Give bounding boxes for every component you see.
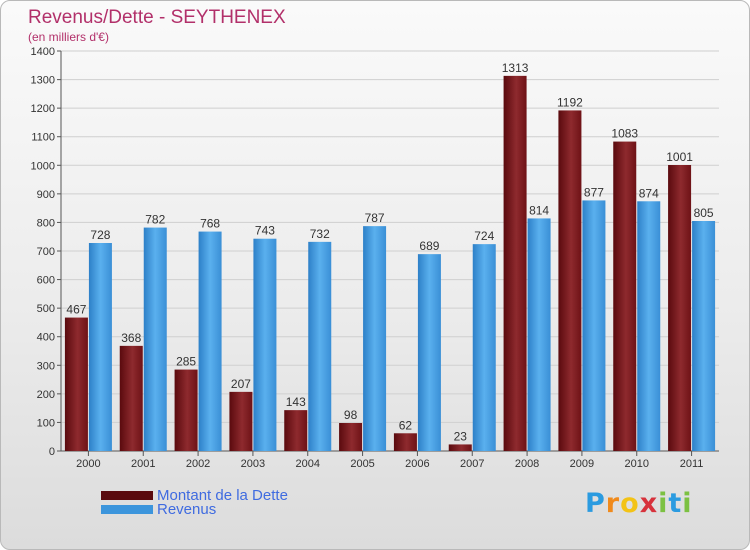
y-tick-label: 400 xyxy=(37,332,55,344)
x-tick-label: 2004 xyxy=(296,458,320,470)
bar-revenue xyxy=(472,244,496,451)
x-tick-label: 2006 xyxy=(405,458,429,470)
data-label: 743 xyxy=(255,224,275,238)
data-label: 23 xyxy=(454,429,468,443)
bar-debt xyxy=(284,410,308,451)
bar-revenue xyxy=(198,231,222,451)
bar-revenue xyxy=(582,200,606,451)
bar-revenue xyxy=(253,238,277,451)
x-tick-label: 2001 xyxy=(131,458,155,470)
x-tick-label: 2003 xyxy=(241,458,265,470)
bar-revenue xyxy=(143,227,167,451)
data-label: 62 xyxy=(399,418,413,432)
data-label: 1083 xyxy=(611,127,638,141)
bar-revenue xyxy=(692,221,716,451)
bar-debt xyxy=(229,391,253,451)
data-label: 782 xyxy=(145,213,165,227)
y-tick-label: 700 xyxy=(37,246,55,258)
x-tick-label: 2000 xyxy=(76,458,100,470)
y-tick-label: 1400 xyxy=(31,46,55,58)
y-tick-label: 0 xyxy=(49,446,55,458)
legend-swatch-debt xyxy=(101,491,153,500)
y-tick-label: 1300 xyxy=(31,75,55,87)
proxiti-logo: Proxiti xyxy=(585,488,693,519)
data-label: 1001 xyxy=(666,150,693,164)
x-tick-label: 2002 xyxy=(186,458,210,470)
bar-debt xyxy=(558,110,582,451)
y-tick-label: 800 xyxy=(37,217,55,229)
data-label: 787 xyxy=(365,211,385,225)
y-tick-label: 500 xyxy=(37,303,55,315)
grid-lines xyxy=(61,50,719,423)
bar-debt xyxy=(503,75,527,451)
x-tick-label: 2011 xyxy=(680,458,704,470)
data-label: 368 xyxy=(121,331,141,345)
data-label: 728 xyxy=(90,228,110,242)
x-tick-label: 2009 xyxy=(570,458,594,470)
bar-debt xyxy=(668,165,692,451)
bar-revenue xyxy=(637,201,661,451)
data-label: 768 xyxy=(200,217,220,231)
axes: 0 100 200 300 400 500 600 700 800 900 1000 1100 1200… xyxy=(31,46,719,470)
data-label: 1313 xyxy=(502,61,529,75)
y-tick-label: 900 xyxy=(37,189,55,201)
legend-swatch-revenue xyxy=(101,505,153,514)
x-tick-label: 2005 xyxy=(350,458,374,470)
bar-revenue xyxy=(88,243,112,451)
bar-debt xyxy=(393,433,417,451)
data-labels: 467 728 368 782 285 768 207 743 143 732 98 787 62 689… xyxy=(66,61,714,444)
x-tick-label: 2010 xyxy=(625,458,649,470)
bar-revenue xyxy=(363,226,387,451)
x-tick-label: 2007 xyxy=(460,458,484,470)
bar-debt xyxy=(339,423,363,451)
data-label: 207 xyxy=(231,377,251,391)
data-label: 143 xyxy=(286,395,306,409)
data-label: 98 xyxy=(344,408,358,422)
bar-revenue xyxy=(527,218,551,451)
data-label: 467 xyxy=(66,303,86,317)
y-tick-label: 1000 xyxy=(31,160,55,172)
bar-debt xyxy=(448,444,472,451)
data-label: 285 xyxy=(176,355,196,369)
data-label: 732 xyxy=(310,227,330,241)
bar-debt xyxy=(174,369,198,451)
data-label: 1192 xyxy=(557,95,583,109)
data-label: 874 xyxy=(639,186,659,200)
bar-debt xyxy=(613,141,637,452)
y-tick-label: 600 xyxy=(37,275,55,287)
data-label: 877 xyxy=(584,185,604,199)
data-label: 805 xyxy=(694,206,714,220)
legend-label-revenue: Revenus xyxy=(157,501,217,518)
bar-debt xyxy=(64,317,88,451)
x-tick-label: 2008 xyxy=(515,458,539,470)
bars xyxy=(64,75,716,452)
y-tick-label: 100 xyxy=(37,417,55,429)
legend-label-debt: Montant de la Dette xyxy=(157,487,288,504)
y-tick-label: 200 xyxy=(37,389,55,401)
bar-revenue xyxy=(308,241,332,451)
data-label: 689 xyxy=(419,239,439,253)
data-label: 814 xyxy=(529,203,549,217)
chart-title: Revenus/Dette - SEYTHENEX xyxy=(28,7,286,28)
bar-debt xyxy=(119,345,143,451)
data-label: 724 xyxy=(474,229,494,243)
bar-revenue xyxy=(417,254,441,451)
y-tick-label: 1200 xyxy=(31,103,55,115)
y-tick-label: 300 xyxy=(37,360,55,372)
y-tick-label: 1100 xyxy=(31,132,55,144)
chart-subtitle: (en milliers d'€) xyxy=(28,30,109,44)
